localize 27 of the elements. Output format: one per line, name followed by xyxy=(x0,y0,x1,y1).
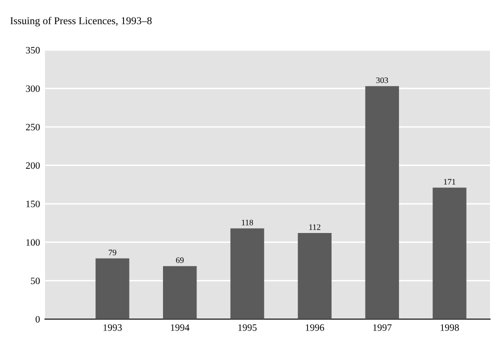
y-tick-label: 150 xyxy=(26,200,40,208)
bar xyxy=(432,188,466,320)
y-tick-label: 250 xyxy=(26,124,40,130)
x-tick-label: 1995 xyxy=(238,324,257,331)
bar xyxy=(365,86,399,320)
y-tick-label: 50 xyxy=(30,278,40,284)
data-label: 118 xyxy=(242,220,254,226)
data-label: 69 xyxy=(176,257,184,263)
y-tick-label: 350 xyxy=(26,46,40,54)
x-tick-label: 1996 xyxy=(306,324,324,331)
bar xyxy=(298,233,332,320)
y-tick-label: 100 xyxy=(26,239,40,246)
bar xyxy=(96,258,130,320)
x-tick-label: 1994 xyxy=(170,324,190,331)
data-label: 303 xyxy=(376,77,388,84)
x-tick-label: 1997 xyxy=(373,324,392,331)
bar xyxy=(230,228,264,320)
y-tick-label: 200 xyxy=(26,162,40,169)
y-tick-label: 0 xyxy=(36,316,40,323)
y-tick-label: 300 xyxy=(26,85,40,92)
x-tick-label: 1993 xyxy=(104,324,122,331)
chart-title: Issuing of Press Licences, 1993–8 xyxy=(10,16,152,26)
data-label: 79 xyxy=(108,250,116,256)
x-tick-label: 1998 xyxy=(440,324,459,331)
data-label: 171 xyxy=(444,178,456,184)
bar xyxy=(162,266,197,320)
data-label: 112 xyxy=(309,224,320,230)
